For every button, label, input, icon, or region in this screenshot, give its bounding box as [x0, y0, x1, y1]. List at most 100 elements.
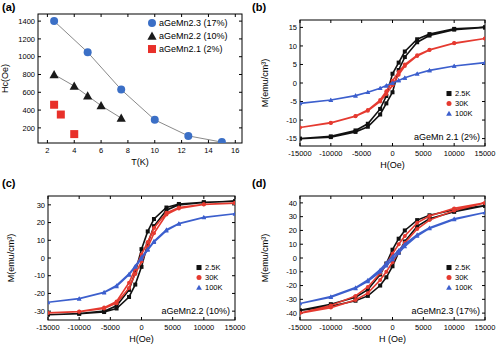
x-tick — [392, 317, 393, 320]
y-tick-label: -20 — [34, 289, 45, 298]
x-tick-label: -10000 — [67, 323, 90, 332]
x-tick-top — [392, 196, 393, 199]
data-point — [233, 211, 235, 215]
data-point — [177, 206, 181, 210]
plot-data — [300, 25, 485, 140]
x-tick-label: 6 — [99, 146, 103, 155]
data-point — [300, 137, 302, 141]
figure: (a)246810121416200400600800100012001400T… — [0, 0, 500, 353]
data-point — [366, 279, 371, 283]
data-point — [428, 48, 432, 52]
legend: 2.5K30K100K — [196, 263, 222, 292]
y-tick-right — [482, 138, 485, 139]
y-tick-label: 600 — [22, 88, 35, 97]
data-point — [102, 310, 106, 314]
data-point — [152, 240, 157, 244]
series-line — [300, 63, 485, 104]
data-point — [483, 201, 485, 205]
y-tick — [300, 216, 303, 217]
panel-label: (d) — [252, 177, 266, 189]
data-point — [133, 265, 138, 269]
data-point — [102, 306, 106, 310]
x-tick-top — [141, 196, 142, 199]
data-point — [378, 284, 382, 288]
data-point — [114, 283, 119, 287]
y-tick — [300, 202, 303, 203]
x-tick-label: 14 — [204, 146, 212, 155]
x-tick — [110, 317, 111, 320]
x-tick — [300, 143, 301, 146]
plot-frame — [300, 196, 485, 320]
y-tick — [38, 74, 41, 75]
data-point — [483, 60, 485, 64]
y-tick-right — [482, 120, 485, 121]
data-point — [384, 101, 388, 105]
data-point — [452, 41, 456, 45]
data-point — [353, 93, 358, 97]
y-tick-label: -15 — [286, 134, 297, 143]
x-tick-top — [47, 14, 48, 17]
x-tick — [330, 143, 331, 146]
data-point — [403, 234, 407, 238]
data-point — [177, 221, 182, 225]
data-point — [452, 64, 457, 68]
data-point — [397, 242, 401, 246]
data-point — [48, 300, 50, 304]
data-point — [403, 64, 407, 68]
data-point — [353, 285, 358, 289]
y-tick-right — [232, 240, 235, 241]
data-point — [403, 228, 407, 232]
x-tick-top — [423, 20, 424, 23]
legend-marker — [196, 285, 202, 290]
data-point — [391, 90, 395, 94]
y-tick — [300, 285, 303, 286]
legend-label: aGeMn2.1 (2%) — [159, 44, 223, 54]
data-point — [218, 138, 226, 143]
y-tick-right — [239, 21, 242, 22]
y-tick-right — [232, 293, 235, 294]
y-tick-label: 1200 — [18, 35, 35, 44]
x-tick-label: 10000 — [444, 149, 465, 158]
data-point — [391, 72, 395, 76]
panel: (a)246810121416200400600800100012001400T… — [0, 1, 242, 167]
legend-marker — [148, 45, 156, 53]
x-tick-top — [392, 20, 393, 23]
data-point — [354, 130, 358, 134]
legend-label: 30K — [455, 273, 468, 282]
y-tick-label: 30 — [289, 212, 297, 221]
x-tick-top — [330, 196, 331, 199]
data-point — [300, 125, 302, 129]
data-point — [329, 121, 333, 125]
data-point — [415, 71, 420, 75]
data-point — [139, 257, 144, 261]
data-point — [403, 55, 407, 59]
data-point — [396, 78, 401, 82]
data-point — [428, 34, 432, 38]
y-tick-right — [232, 275, 235, 276]
x-tick — [485, 143, 486, 146]
y-tick-label: 10 — [289, 240, 297, 249]
data-point — [84, 48, 92, 56]
data-point — [403, 244, 408, 248]
data-point — [77, 296, 82, 300]
legend-label: 30K — [205, 273, 218, 282]
x-tick-top — [154, 14, 155, 17]
x-tick-label: 2 — [45, 146, 49, 155]
x-tick — [79, 317, 80, 320]
panel: (b)-15000-10000-5000050001000015000-15-1… — [252, 1, 495, 170]
x-tick-label: -10000 — [319, 323, 342, 332]
y-tick-right — [482, 230, 485, 231]
x-tick-label: 5000 — [164, 323, 181, 332]
legend-marker — [446, 111, 452, 116]
x-tick-top — [361, 20, 362, 23]
x-tick-label: 12 — [177, 146, 185, 155]
x-tick — [154, 140, 155, 143]
data-point — [366, 285, 370, 289]
y-tick-label: 800 — [22, 70, 35, 79]
plot-frame — [300, 20, 485, 146]
x-tick — [454, 317, 455, 320]
y-tick — [48, 293, 51, 294]
data-point — [378, 269, 383, 273]
data-point — [329, 295, 334, 299]
data-point — [133, 272, 137, 276]
